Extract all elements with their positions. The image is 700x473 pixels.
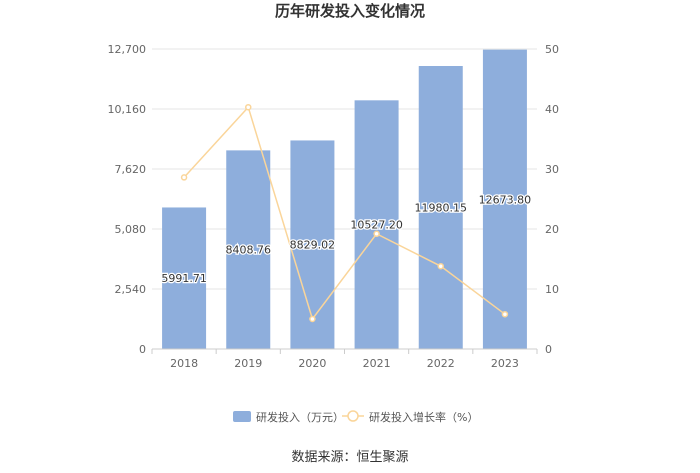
x-tick-label: 2022 (427, 357, 455, 370)
bar[interactable] (290, 140, 335, 349)
y-left-tick-label: 0 (139, 343, 146, 356)
y-left-tick-label: 2,540 (115, 283, 147, 296)
data-labels: 5991.71 8408.76 8829.02 10527.20 11980.15 126… (160, 192, 532, 286)
legend-bar-swatch (233, 411, 251, 422)
bar[interactable] (354, 100, 399, 349)
x-tick-label: 2023 (491, 357, 519, 370)
y-right-tick-label: 50 (545, 43, 559, 56)
line-point[interactable] (501, 310, 509, 318)
line-point[interactable] (437, 262, 444, 270)
y-right-tick-label: 10 (545, 283, 559, 296)
y-left-tick-label: 7,620 (115, 163, 147, 176)
data-source: 数据来源：恒生聚源 (291, 450, 408, 465)
line-point[interactable] (245, 103, 252, 111)
x-tick-label: 2020 (298, 357, 326, 370)
y-left-tick-label: 12,700 (108, 43, 147, 56)
bar-value-label: 11980.15 (415, 202, 468, 215)
line-point[interactable] (180, 174, 188, 181)
bar[interactable] (482, 49, 527, 349)
y-left-tick-label: 10,160 (108, 103, 147, 116)
x-tick-label: 2018 (170, 357, 198, 370)
legend[interactable]: 研发投入（万元） 研发投入增长率（%） (233, 410, 478, 424)
bar[interactable] (226, 150, 271, 349)
grid (152, 48, 537, 290)
axes: 0 2,540 5,080 7,620 10,160 12,700 0 10 20 30 40 50 2… (108, 43, 560, 370)
bar-value-label: 12673.80 (479, 193, 532, 206)
legend-line-label[interactable]: 研发投入增长率（%） (369, 410, 478, 424)
legend-line-marker (347, 410, 359, 422)
x-tick-label: 2021 (363, 357, 391, 370)
chart-title: 历年研发投入变化情况 (275, 2, 425, 20)
y-left-tick-label: 5,080 (115, 223, 147, 236)
y-right-tick-label: 0 (545, 343, 552, 356)
bar-value-label: 10527.20 (350, 219, 403, 232)
bar[interactable] (162, 207, 207, 349)
bar-value-label: 5991.71 (161, 272, 207, 285)
y-right-tick-label: 30 (545, 163, 559, 176)
bar-value-label: 8408.76 (226, 244, 272, 257)
line-point[interactable] (373, 230, 380, 238)
growth-line (183, 105, 506, 321)
bar[interactable] (418, 66, 463, 349)
line-series (180, 103, 509, 323)
line-point[interactable] (309, 315, 316, 323)
legend-bar-label[interactable]: 研发投入（万元） (256, 410, 344, 424)
bar-value-label: 8829.02 (290, 239, 336, 252)
y-right-tick-label: 40 (545, 103, 559, 116)
x-tick-label: 2019 (234, 357, 262, 370)
bar-series (162, 49, 527, 349)
y-right-tick-label: 20 (545, 223, 559, 236)
